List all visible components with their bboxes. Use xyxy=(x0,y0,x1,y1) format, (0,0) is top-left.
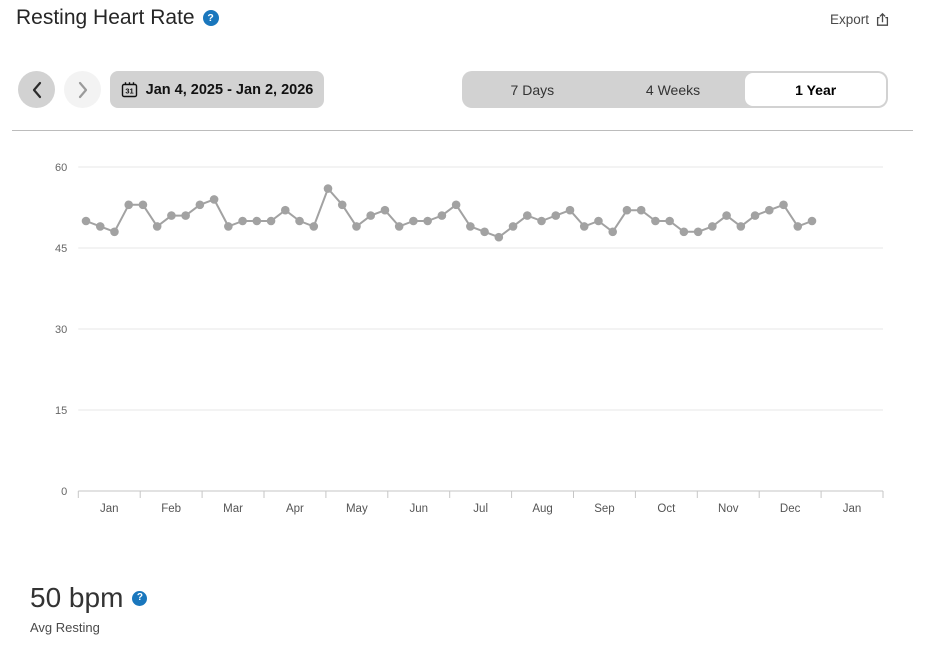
data-point[interactable] xyxy=(494,232,504,242)
data-point[interactable] xyxy=(337,200,347,210)
data-point[interactable] xyxy=(537,216,546,226)
x-tick-label: Jul xyxy=(473,503,488,515)
x-tick-label: Apr xyxy=(286,503,304,515)
x-tick-label: May xyxy=(346,503,368,515)
chevron-right-icon xyxy=(75,80,91,100)
previous-period-button[interactable] xyxy=(18,71,55,108)
data-point[interactable] xyxy=(551,211,561,220)
data-point[interactable] xyxy=(508,222,518,231)
data-point[interactable] xyxy=(266,216,276,226)
data-point[interactable] xyxy=(579,222,589,231)
export-label: Export xyxy=(829,12,869,27)
export-icon xyxy=(875,12,890,27)
data-point[interactable] xyxy=(309,222,319,231)
data-point[interactable] xyxy=(110,227,119,237)
data-point[interactable] xyxy=(764,205,774,215)
data-point[interactable] xyxy=(224,222,233,231)
data-point[interactable] xyxy=(807,216,817,226)
data-point[interactable] xyxy=(750,211,760,220)
data-point[interactable] xyxy=(280,205,290,215)
data-point[interactable] xyxy=(167,211,176,220)
average-help-icon[interactable]: ? xyxy=(132,590,148,606)
resting-heart-rate-chart[interactable]: 60 45 30 15 0 Jan Feb Mar Apr May Jun Jul Aug Sep Oct N… xyxy=(0,140,926,530)
data-point[interactable] xyxy=(152,222,162,231)
data-point[interactable] xyxy=(138,200,148,210)
calendar-icon: 31 xyxy=(121,81,138,98)
y-tick-label: 60 xyxy=(55,162,67,174)
data-point[interactable] xyxy=(722,211,731,220)
time-range-tabs: 7 Days 4 Weeks 1 Year xyxy=(462,71,888,108)
data-point[interactable] xyxy=(423,216,432,226)
data-point[interactable] xyxy=(466,222,475,231)
date-range-button[interactable]: 31 Jan 4, 2025 - Jan 2, 2026 xyxy=(110,71,324,108)
x-tick-label: Sep xyxy=(594,503,614,515)
data-point[interactable] xyxy=(209,195,219,204)
x-tick-label: Aug xyxy=(532,503,552,515)
data-point[interactable] xyxy=(323,184,333,193)
data-point[interactable] xyxy=(594,216,603,226)
data-point[interactable] xyxy=(366,211,376,220)
x-tick-label: Oct xyxy=(657,503,676,515)
x-tick-label: Jan xyxy=(100,503,119,515)
gridlines: 60 45 30 15 0 xyxy=(55,162,883,498)
data-point[interactable] xyxy=(95,222,105,231)
x-tick-label: Jan xyxy=(843,503,862,515)
average-summary: 50 bpm ? xyxy=(30,582,148,614)
data-point[interactable] xyxy=(124,200,134,210)
data-point[interactable] xyxy=(238,216,247,226)
data-point[interactable] xyxy=(480,227,489,237)
data-point[interactable] xyxy=(679,227,689,237)
data-point[interactable] xyxy=(409,216,418,226)
data-point[interactable] xyxy=(295,216,304,226)
average-label: Avg Resting xyxy=(30,620,100,635)
date-range-label: Jan 4, 2025 - Jan 2, 2026 xyxy=(145,81,314,98)
data-point[interactable] xyxy=(437,211,447,220)
data-point[interactable] xyxy=(665,216,674,226)
data-point[interactable] xyxy=(736,222,746,231)
data-point[interactable] xyxy=(352,222,361,231)
tab-1-year[interactable]: 1 Year xyxy=(745,73,887,106)
chevron-left-icon xyxy=(29,80,45,100)
y-tick-label: 15 xyxy=(55,405,67,417)
title-help-icon[interactable]: ? xyxy=(202,10,219,26)
data-point[interactable] xyxy=(565,205,575,215)
y-tick-label: 30 xyxy=(55,324,67,336)
data-point[interactable] xyxy=(380,205,390,215)
data-point[interactable] xyxy=(81,216,91,226)
average-value: 50 bpm xyxy=(30,582,124,613)
data-point[interactable] xyxy=(636,205,646,215)
data-series xyxy=(81,184,817,242)
x-tick-label: Jun xyxy=(409,503,428,515)
data-point[interactable] xyxy=(651,216,660,226)
data-point[interactable] xyxy=(693,227,703,237)
data-point[interactable] xyxy=(394,222,404,231)
x-tick-label: Feb xyxy=(161,503,181,515)
data-point[interactable] xyxy=(708,222,717,231)
x-tick-label: Dec xyxy=(780,503,801,515)
data-point[interactable] xyxy=(779,200,788,210)
next-period-button[interactable] xyxy=(64,71,101,108)
data-point[interactable] xyxy=(252,216,262,226)
y-tick-label: 45 xyxy=(55,243,67,255)
tab-4-weeks[interactable]: 4 Weeks xyxy=(645,81,701,98)
data-point[interactable] xyxy=(793,222,803,231)
x-axis: Jan Feb Mar Apr May Jun Jul Aug Sep Oct Nov Dec Jan xyxy=(77,491,884,515)
tab-7-days[interactable]: 7 Days xyxy=(510,81,555,98)
page-header: Resting Heart Rate ? xyxy=(16,6,219,30)
data-point[interactable] xyxy=(608,227,618,237)
x-tick-label: Mar xyxy=(223,503,243,515)
chart-plot-area[interactable]: 60 45 30 15 0 Jan Feb Mar Apr May Jun Jul Aug Sep Oct N… xyxy=(0,140,926,530)
x-tick-label: Nov xyxy=(718,503,739,515)
y-tick-label: 0 xyxy=(61,486,67,498)
export-button[interactable]: Export xyxy=(830,12,890,27)
data-point[interactable] xyxy=(195,200,205,210)
header-divider xyxy=(12,130,913,131)
data-point[interactable] xyxy=(622,205,632,215)
data-point[interactable] xyxy=(522,211,532,220)
data-point[interactable] xyxy=(181,211,190,220)
data-point[interactable] xyxy=(451,200,461,210)
svg-text:31: 31 xyxy=(125,87,133,96)
page-title: Resting Heart Rate xyxy=(16,6,195,29)
